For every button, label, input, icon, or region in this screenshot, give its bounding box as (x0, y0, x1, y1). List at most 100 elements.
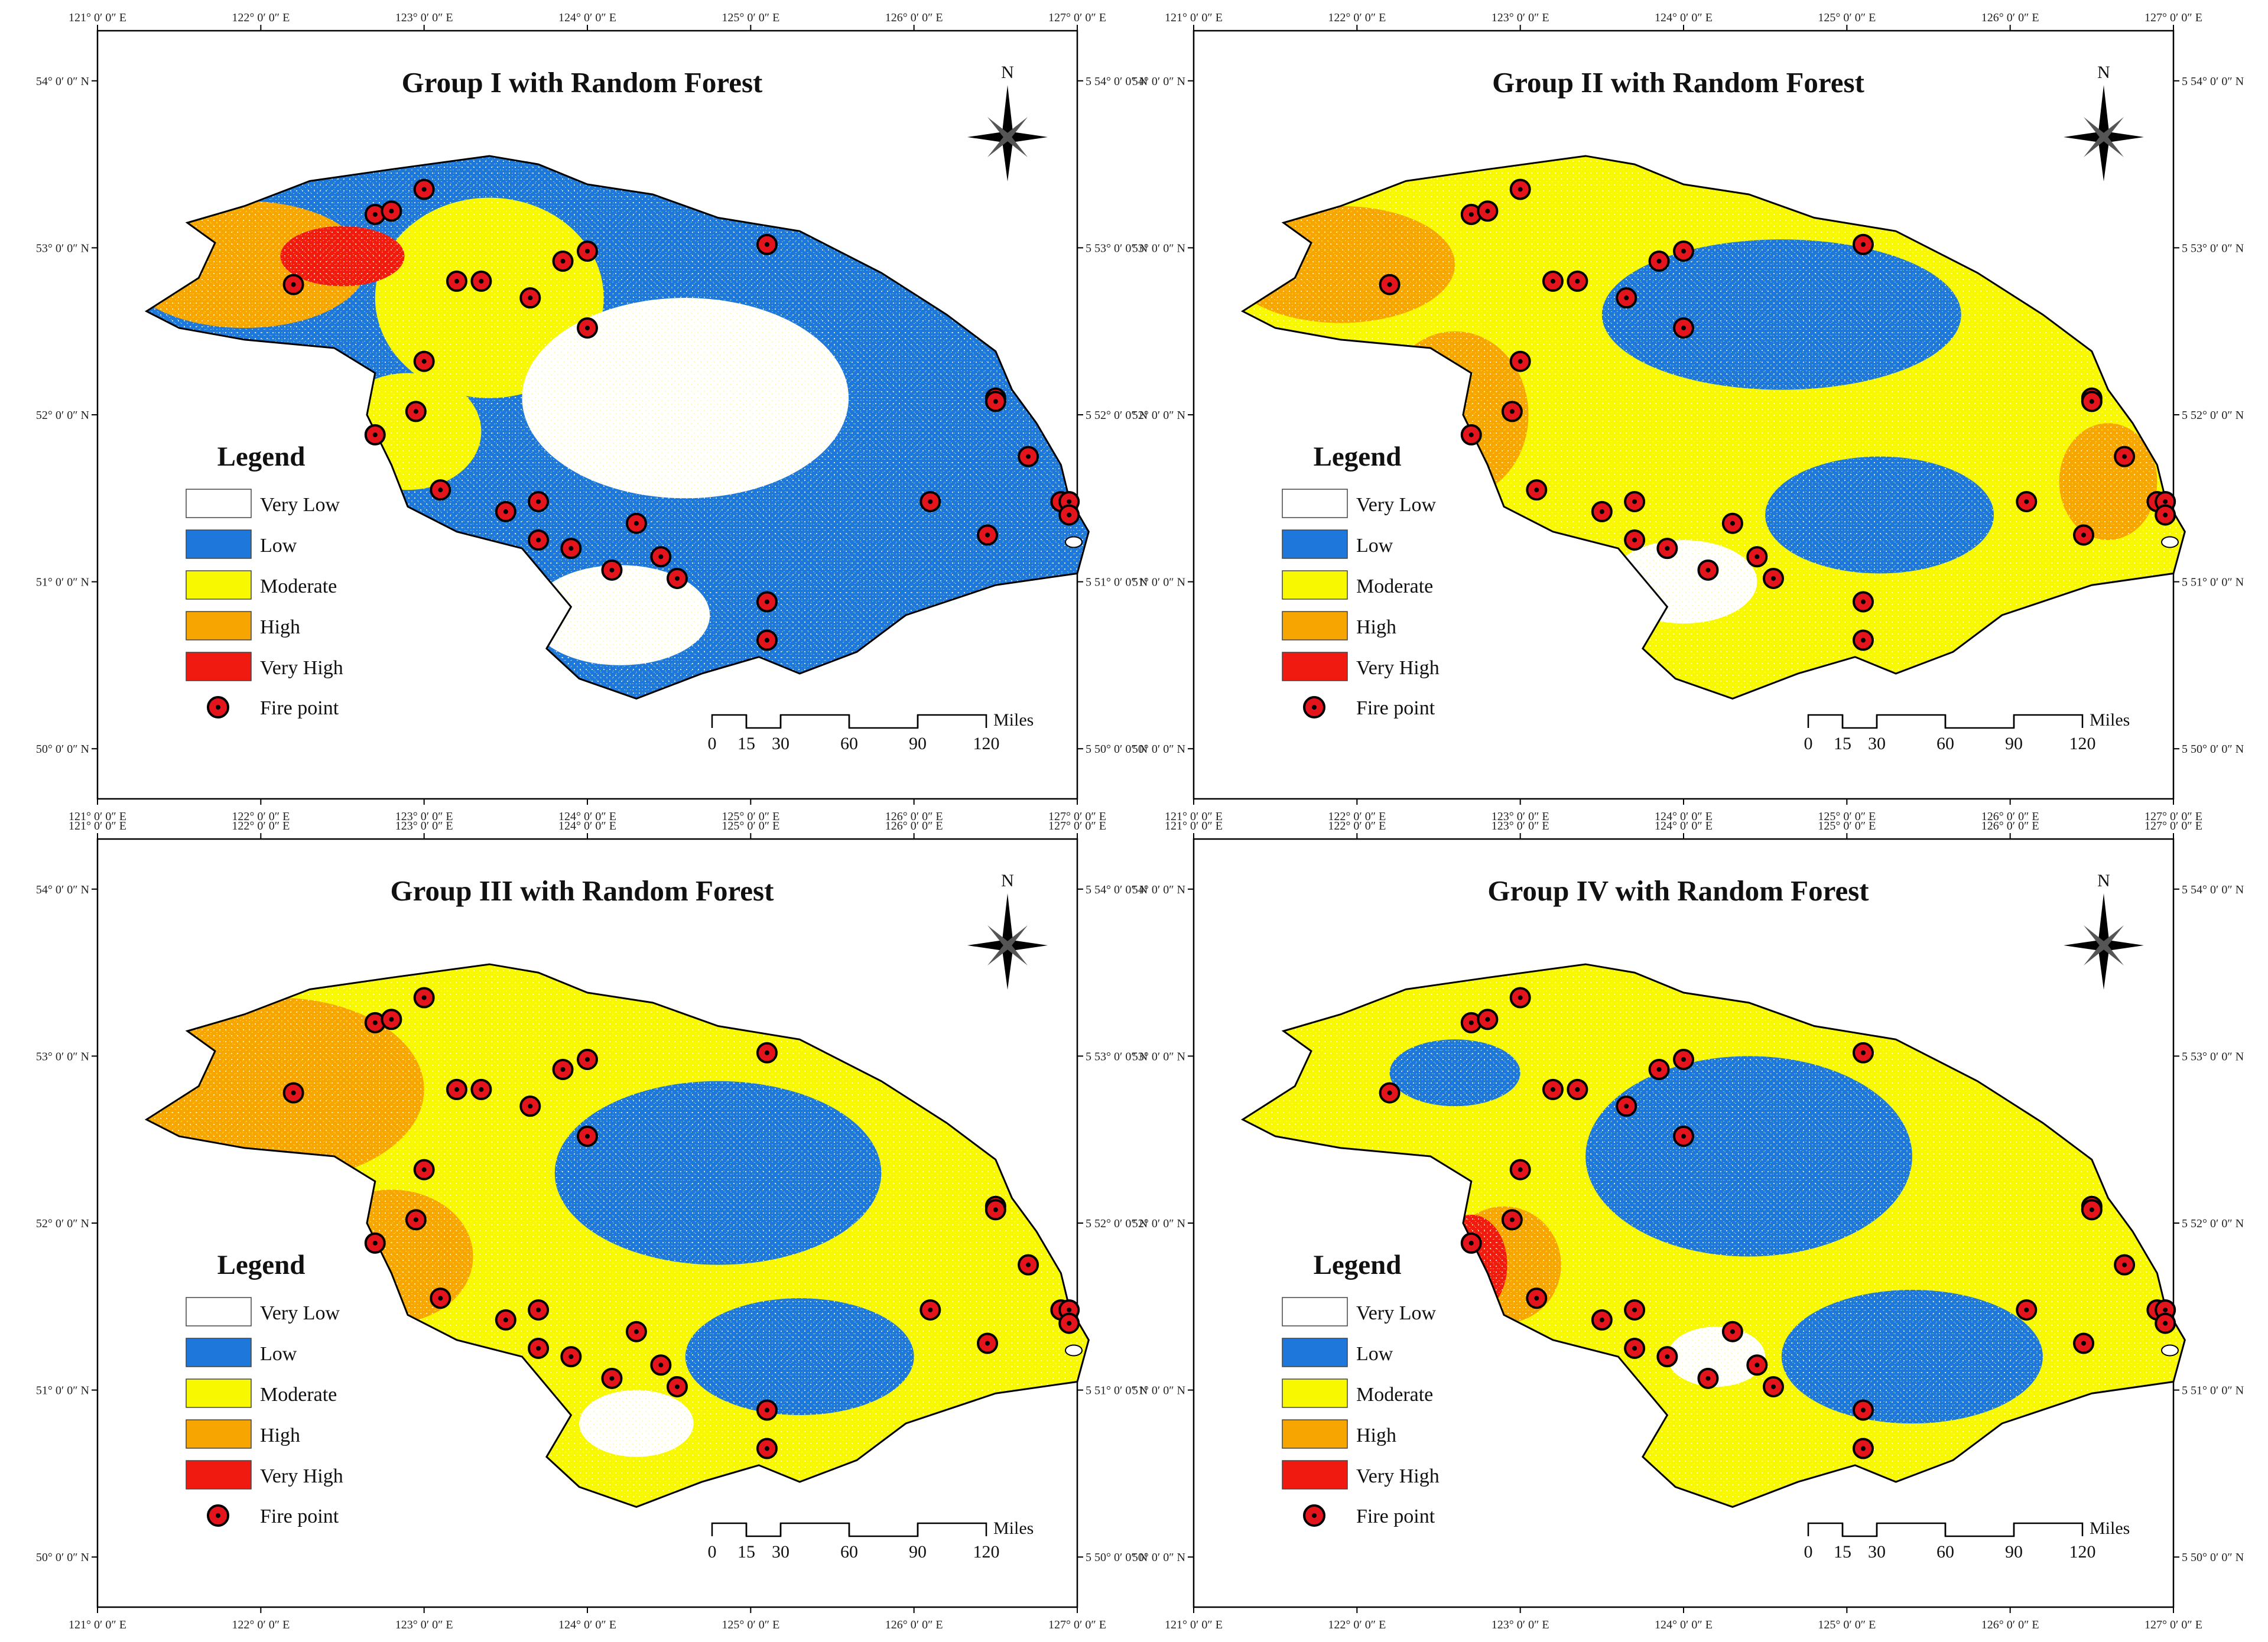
fire-point-center (1468, 212, 1474, 217)
legend-label: Very Low (1356, 494, 1436, 516)
fire-point-center (764, 1050, 769, 1055)
fire-point-center (1518, 995, 1523, 1000)
legend-swatch-very-low (186, 489, 252, 518)
fire-point-center (1509, 1217, 1515, 1222)
legend-title: Legend (217, 441, 306, 472)
fire-point-center (503, 509, 508, 514)
panel-title: Group IV with Random Forest (1487, 874, 1869, 907)
x-tick-label-bottom: 121° 0′ 0″ E (69, 810, 126, 823)
north-label: N (2097, 63, 2110, 82)
x-tick-label-bottom: 127° 0′ 0″ E (2144, 810, 2202, 823)
river-loop (1065, 1344, 1083, 1357)
x-tick-label-bottom: 126° 0′ 0″ E (1981, 1618, 2039, 1631)
fire-point-center (536, 499, 541, 504)
fire-point-center (1730, 521, 1735, 526)
scale-unit-label: Miles (2090, 1519, 2130, 1538)
fire-point-center (985, 532, 990, 538)
x-tick-label-top: 121° 0′ 0″ E (1165, 820, 1223, 833)
x-tick-label-bottom: 122° 0′ 0″ E (1328, 1618, 1386, 1631)
legend: Legend Very Low Low Moderate High Very High Fi… (1282, 1250, 1440, 1527)
scale-tick-label: 15 (1834, 734, 1851, 753)
texture-speckle (146, 155, 1089, 699)
x-tick-label-top: 125° 0′ 0″ E (722, 11, 779, 24)
fire-point-center (1632, 537, 1637, 542)
legend-swatch-low (186, 1338, 252, 1367)
legend-swatch-high (1282, 1419, 1348, 1449)
fire-point-center (1665, 546, 1670, 551)
y-tick-label-left: 50° 0′ 0″ N (1132, 1551, 1185, 1564)
legend-label: High (260, 1425, 300, 1446)
scale-tick-label: 0 (1804, 1542, 1813, 1562)
scale-bar: 0 15 30 60 90 120 Miles (708, 1519, 1034, 1562)
fire-point-center (372, 1020, 378, 1025)
fire-point-center (372, 1240, 378, 1246)
fire-point-center (1067, 499, 1072, 504)
fire-point-center (609, 567, 615, 573)
x-tick-label-top: 127° 0′ 0″ E (1048, 11, 1106, 24)
x-tick-label-top: 125° 0′ 0″ E (1818, 11, 1876, 24)
x-tick-label-top: 125° 0′ 0″ E (1818, 820, 1876, 833)
y-tick-label-right: 5 51° 0′ 0″ N (1086, 576, 1148, 589)
fire-point-center (1575, 1087, 1580, 1092)
y-tick-label-right: 5 50° 0′ 0″ N (2182, 743, 2244, 756)
fire-point-center (1705, 1376, 1711, 1381)
x-tick-label-bottom: 127° 0′ 0″ E (1048, 810, 1106, 823)
y-tick-label-left: 51° 0′ 0″ N (1132, 576, 1185, 589)
fire-point-center (764, 1446, 769, 1451)
x-tick-label-top: 123° 0′ 0″ E (1492, 11, 1549, 24)
legend-label: Moderate (1356, 1384, 1433, 1406)
x-tick-label-bottom: 127° 0′ 0″ E (1048, 1618, 1106, 1631)
x-tick-label-top: 127° 0′ 0″ E (2144, 11, 2202, 24)
fire-point-center (1518, 187, 1523, 192)
legend: Legend Very Low Low Moderate High Very High Fi… (186, 441, 343, 719)
fire-point-center (633, 521, 639, 526)
compass-rose-icon (967, 893, 1048, 990)
fire-point-center (291, 1090, 296, 1095)
fire-point-center (1860, 242, 1866, 247)
legend-swatch-very-high (1282, 652, 1348, 681)
y-tick-label-right: 5 51° 0′ 0″ N (2182, 576, 2244, 589)
x-tick-label-top: 126° 0′ 0″ E (1981, 11, 2039, 24)
y-tick-label-left: 53° 0′ 0″ N (1132, 242, 1185, 255)
fire-point-center (479, 278, 484, 284)
x-tick-label-bottom: 125° 0′ 0″ E (722, 1618, 779, 1631)
x-tick-label-top: 122° 0′ 0″ E (232, 11, 290, 24)
scale-unit-label: Miles (993, 710, 1034, 730)
legend-swatch-very-high (186, 1460, 252, 1490)
y-tick-label-right: 5 53° 0′ 0″ N (1086, 1050, 1148, 1063)
x-tick-label-bottom: 124° 0′ 0″ E (1655, 1618, 1713, 1631)
fire-point-center (764, 242, 769, 247)
legend-swatch-moderate (186, 1378, 252, 1408)
scale-unit-label: Miles (993, 1519, 1034, 1538)
fire-point-center (560, 259, 566, 264)
fire-point-center (1509, 409, 1515, 414)
x-tick-label-top: 122° 0′ 0″ E (232, 820, 290, 833)
scale-tick-label: 90 (2005, 734, 2023, 753)
scale-tick-label: 120 (973, 734, 1000, 753)
y-tick-label-right: 5 50° 0′ 0″ N (1086, 743, 1148, 756)
fire-point-center (454, 278, 459, 284)
x-tick-label-top: 123° 0′ 0″ E (395, 11, 453, 24)
compass-rose-icon (967, 85, 1048, 181)
y-tick-label-right: 5 54° 0′ 0″ N (2182, 883, 2244, 896)
legend-label: Low (1356, 1343, 1393, 1365)
scale-tick-label: 90 (909, 734, 927, 753)
legend-label: Low (1356, 535, 1393, 557)
x-tick-label-top: 126° 0′ 0″ E (885, 11, 943, 24)
fire-point-center (1534, 487, 1539, 493)
region-boundary (1240, 155, 2186, 700)
fire-point-center (528, 1104, 533, 1109)
legend-label: Very High (1356, 657, 1440, 679)
x-tick-label-top: 126° 0′ 0″ E (1981, 820, 2039, 833)
panel-title: Group III with Random Forest (391, 874, 775, 907)
fire-point-center (1770, 1384, 1776, 1389)
y-tick-label-right: 5 54° 0′ 0″ N (2182, 75, 2244, 88)
fire-point-center (674, 1384, 680, 1389)
legend-swatch-very-low (1282, 1297, 1348, 1326)
fire-point-center (1860, 638, 1866, 643)
x-tick-label-bottom: 125° 0′ 0″ E (1818, 810, 1876, 823)
x-tick-label-bottom: 123° 0′ 0″ E (395, 810, 453, 823)
legend-label: High (1356, 1425, 1396, 1446)
fire-point-center (413, 409, 418, 414)
